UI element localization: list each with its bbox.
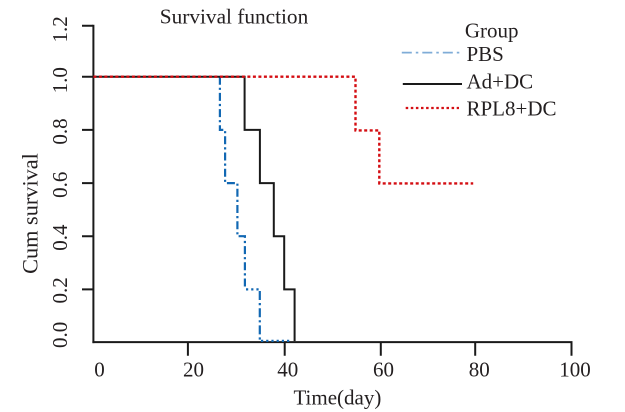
svg-text:Survival function: Survival function [160, 4, 309, 28]
svg-text:0.6: 0.6 [48, 172, 72, 198]
svg-text:RPL8+DC: RPL8+DC [467, 97, 557, 121]
svg-text:0.8: 0.8 [48, 118, 72, 144]
svg-text:1.0: 1.0 [48, 67, 72, 93]
svg-text:PBS: PBS [467, 42, 504, 66]
svg-text:0.2: 0.2 [48, 277, 72, 303]
svg-text:60: 60 [373, 358, 394, 382]
svg-text:0.4: 0.4 [48, 224, 72, 251]
svg-text:Time(day): Time(day) [293, 386, 381, 410]
svg-text:0: 0 [94, 358, 105, 382]
svg-text:40: 40 [277, 358, 298, 382]
svg-text:20: 20 [183, 358, 204, 382]
svg-text:Group: Group [465, 19, 519, 43]
svg-text:1.2: 1.2 [48, 16, 72, 42]
svg-text:100: 100 [559, 358, 591, 382]
svg-text:0.0: 0.0 [48, 322, 72, 348]
svg-text:80: 80 [469, 358, 490, 382]
svg-text:Cum survival: Cum survival [18, 153, 43, 274]
svg-text:Ad+DC: Ad+DC [467, 70, 534, 94]
